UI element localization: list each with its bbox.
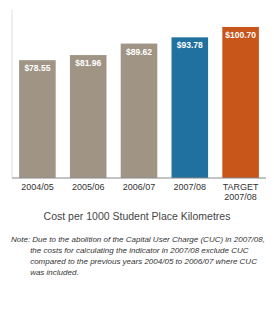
tick-line: 2005/06 (72, 182, 105, 192)
note: Note: Due to the abolition of the Capita… (11, 235, 265, 277)
note-line: was included. (30, 268, 78, 277)
bar (70, 55, 107, 178)
data-label: $93.78 (177, 40, 203, 50)
bars (19, 27, 259, 178)
bar (19, 60, 56, 178)
data-label: $81.96 (75, 58, 101, 68)
y-range-line (12, 10, 13, 178)
x-tick-label: 2005/06 (72, 182, 105, 192)
note-line: the costs for calculating the indicator … (30, 246, 249, 255)
bar (222, 27, 259, 178)
x-tick-label: 2004/05 (21, 182, 54, 192)
data-label: $78.55 (24, 63, 50, 73)
x-tick-label: 2007/08 (174, 182, 207, 192)
tick-line: 2007/08 (224, 192, 257, 202)
note-line: compared to the previous years 2004/05 t… (30, 257, 257, 266)
tick-line: 2004/05 (21, 182, 54, 192)
x-tick-label: TARGET2007/08 (223, 182, 259, 202)
note-line: Note: Due to the abolition of the Capita… (11, 235, 265, 244)
x-label: Cost per 1000 Student Place Kilometres (44, 210, 231, 222)
data-label: $89.62 (126, 47, 152, 57)
x-tick-label: 2006/07 (123, 182, 156, 192)
chart: $78.55 $81.96 $89.62 $93.78 $100.70 2004/05 20… (0, 0, 274, 328)
tick-line: TARGET (223, 182, 259, 192)
tick-line: 2007/08 (174, 182, 207, 192)
bar (172, 37, 209, 178)
tick-line: 2006/07 (123, 182, 156, 192)
bar (121, 44, 158, 178)
x-axis-line (12, 178, 266, 179)
data-label: $100.70 (225, 30, 256, 40)
